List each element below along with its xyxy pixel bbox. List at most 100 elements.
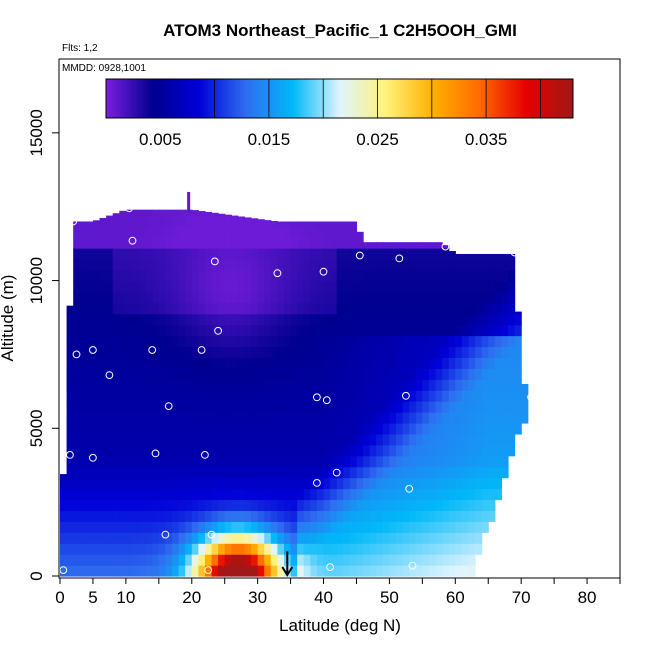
heatmap-cell: [231, 346, 239, 358]
heatmap-cell: [501, 269, 509, 282]
heatmap-cell: [218, 477, 226, 490]
heatmap-cell: [224, 280, 232, 293]
colorbar-swatch: [526, 79, 529, 118]
colorbar-swatch: [252, 79, 256, 118]
heatmap-cell: [389, 543, 397, 555]
heatmap-cell: [112, 215, 120, 227]
sample-point: [207, 530, 216, 539]
colorbar-swatch: [541, 79, 544, 118]
heatmap-cell: [112, 313, 120, 326]
heatmap-cell: [343, 357, 351, 369]
heatmap-cell: [92, 455, 101, 468]
heatmap-cell: [99, 379, 107, 391]
heatmap-cell: [257, 510, 265, 522]
heatmap-cell: [92, 220, 101, 227]
heatmap-cell: [139, 313, 147, 326]
heatmap-cell: [139, 379, 147, 391]
heatmap-cell: [191, 510, 199, 522]
heatmap-cell: [99, 455, 107, 468]
heatmap-cell: [125, 280, 134, 293]
heatmap-cell: [244, 565, 252, 577]
heatmap-cell: [237, 248, 246, 260]
heatmap-cell: [264, 368, 272, 380]
heatmap-cell: [132, 368, 140, 380]
heatmap-cell: [165, 390, 173, 402]
heatmap-cell: [237, 488, 246, 501]
heatmap-cell: [218, 455, 226, 468]
heatmap-cell: [270, 313, 279, 326]
heatmap-cell: [152, 510, 160, 522]
heatmap-cell: [125, 455, 134, 468]
heatmap-cell: [290, 422, 298, 435]
heatmap-cell: [132, 226, 140, 238]
colorbar-swatch: [454, 79, 457, 118]
heatmap-cell: [132, 412, 140, 424]
heatmap-cell: [343, 368, 351, 380]
colorbar-swatch: [210, 79, 213, 118]
heatmap-cell: [185, 226, 193, 238]
heatmap-cell: [73, 346, 81, 358]
heatmap-cell: [237, 477, 246, 490]
heatmap-cell: [125, 510, 134, 522]
heatmap-cell: [66, 455, 74, 468]
heatmap-cell: [389, 433, 397, 446]
heatmap-cell: [119, 543, 127, 555]
colorbar-swatch: [562, 79, 566, 118]
heatmap-cell: [501, 291, 509, 304]
sample-point: [125, 204, 134, 213]
heatmap-cell: [284, 521, 292, 533]
colorbar-swatch: [500, 79, 504, 118]
heatmap-cell: [73, 248, 81, 260]
heatmap-cell: [211, 488, 219, 501]
heatmap-cell: [389, 422, 397, 435]
heatmap-cell: [475, 433, 483, 446]
heatmap-cell: [488, 466, 496, 479]
heatmap-cell: [79, 357, 87, 369]
heatmap-cell: [468, 554, 476, 566]
heatmap-cell: [310, 313, 318, 326]
heatmap-cell: [211, 346, 219, 358]
heatmap-cell: [363, 521, 371, 533]
heatmap-cell: [442, 390, 450, 402]
colorbar-swatch: [347, 79, 351, 118]
heatmap-cell: [396, 521, 404, 533]
heatmap-cell: [494, 488, 503, 501]
heatmap-cell: [237, 554, 246, 566]
heatmap-cell: [284, 412, 292, 424]
heatmap-cell: [244, 390, 252, 402]
heatmap-cell: [172, 521, 180, 533]
heatmap-cell: [396, 532, 404, 544]
heatmap-cell: [481, 368, 489, 380]
heatmap-cell: [191, 302, 199, 315]
heatmap-cell: [303, 237, 311, 249]
heatmap-cell: [251, 532, 259, 544]
heatmap-cell: [251, 248, 259, 260]
heatmap-cell: [60, 477, 68, 490]
heatmap-cell: [251, 324, 259, 337]
heatmap-cell: [284, 237, 292, 249]
heatmap-cell: [231, 532, 239, 544]
heatmap-cell: [86, 521, 94, 533]
colorbar-swatch: [379, 79, 383, 118]
heatmap-cell: [396, 242, 404, 249]
heatmap-cell: [396, 335, 404, 348]
heatmap-cell: [290, 302, 298, 315]
colorbar-swatch: [507, 79, 510, 118]
heatmap-cell: [376, 259, 384, 271]
heatmap-cell: [60, 532, 68, 544]
heatmap-cell: [92, 412, 101, 424]
heatmap-cell: [92, 335, 101, 348]
heatmap-cell: [330, 379, 338, 391]
heatmap-cell: [514, 422, 522, 435]
heatmap-cell: [119, 401, 127, 413]
heatmap-cell: [218, 259, 226, 271]
heatmap-cell: [382, 248, 391, 260]
heatmap-cell: [422, 477, 430, 490]
heatmap-cell: [218, 269, 226, 282]
heatmap-cell: [73, 379, 81, 391]
heatmap-cell: [310, 521, 318, 533]
heatmap-cell: [152, 226, 160, 238]
heatmap-cell: [343, 313, 351, 326]
heatmap-cell: [356, 477, 364, 490]
heatmap-cell: [494, 444, 503, 457]
